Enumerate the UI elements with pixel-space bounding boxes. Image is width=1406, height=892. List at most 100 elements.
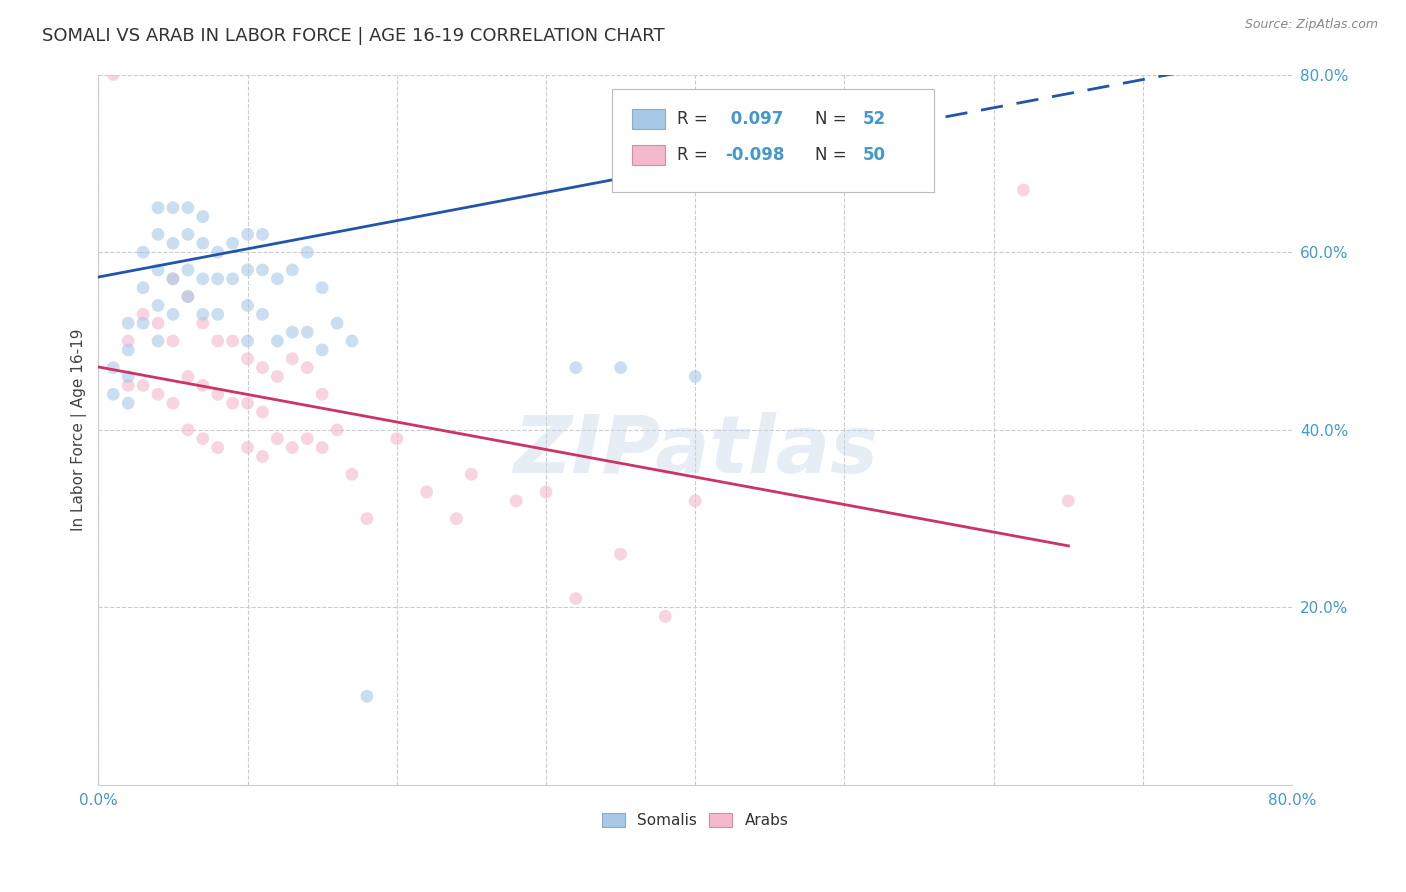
Point [460,467,482,482]
Point [177,227,200,242]
Text: ZIPatlas: ZIPatlas [513,412,877,490]
Point [236,263,259,277]
Point [311,343,333,357]
Point [281,351,304,366]
Point [236,396,259,410]
Point [326,423,349,437]
Point [252,405,274,419]
Point [534,485,557,500]
Text: N =: N = [814,111,852,128]
Legend: Somalis, Arabs: Somalis, Arabs [596,806,794,834]
Point [103,387,125,401]
Point [236,334,259,348]
Point [565,360,588,375]
Point [132,316,155,330]
Y-axis label: In Labor Force | Age 16-19: In Labor Force | Age 16-19 [72,328,87,531]
Point [207,387,229,401]
Point [311,387,333,401]
Point [103,360,125,375]
Point [162,334,184,348]
Text: 50: 50 [862,145,886,164]
Point [177,369,200,384]
Point [252,450,274,464]
Point [609,360,631,375]
Point [266,369,288,384]
Point [177,263,200,277]
Point [103,68,125,82]
Point [385,432,408,446]
Point [221,334,243,348]
Point [266,272,288,286]
Point [236,351,259,366]
Point [207,334,229,348]
Point [117,343,139,357]
Point [565,591,588,606]
Point [146,298,169,312]
Text: R =: R = [678,111,713,128]
Point [446,511,468,525]
Point [236,441,259,455]
Point [146,316,169,330]
Point [297,432,319,446]
Point [266,432,288,446]
Point [340,334,363,348]
Point [654,609,676,624]
Point [117,334,139,348]
Text: N =: N = [814,145,852,164]
Point [252,227,274,242]
Point [177,289,200,303]
Point [1057,494,1080,508]
Point [281,441,304,455]
Point [146,387,169,401]
Point [162,272,184,286]
Point [191,378,214,392]
Point [683,494,706,508]
Point [356,690,378,704]
Point [162,272,184,286]
Point [177,201,200,215]
FancyBboxPatch shape [631,145,665,165]
Point [252,263,274,277]
Point [252,307,274,321]
Point [162,307,184,321]
Point [146,334,169,348]
Point [221,236,243,251]
Text: R =: R = [678,145,713,164]
Point [207,272,229,286]
Point [132,281,155,295]
Point [207,307,229,321]
Point [505,494,527,508]
Point [236,227,259,242]
Point [297,325,319,339]
Point [281,263,304,277]
Point [207,245,229,260]
Point [326,316,349,330]
Point [311,281,333,295]
Point [132,378,155,392]
Point [117,396,139,410]
Point [236,298,259,312]
Point [415,485,437,500]
Point [297,245,319,260]
Point [162,236,184,251]
Point [221,272,243,286]
FancyBboxPatch shape [612,88,934,192]
Point [117,316,139,330]
Point [132,245,155,260]
Point [683,369,706,384]
Point [191,307,214,321]
Point [191,432,214,446]
Point [162,201,184,215]
Point [252,360,274,375]
Point [117,369,139,384]
Point [191,272,214,286]
Point [311,441,333,455]
Point [1012,183,1035,197]
Point [221,396,243,410]
Point [177,423,200,437]
Text: SOMALI VS ARAB IN LABOR FORCE | AGE 16-19 CORRELATION CHART: SOMALI VS ARAB IN LABOR FORCE | AGE 16-1… [42,27,665,45]
Point [340,467,363,482]
Point [609,547,631,561]
Point [146,201,169,215]
Point [177,289,200,303]
